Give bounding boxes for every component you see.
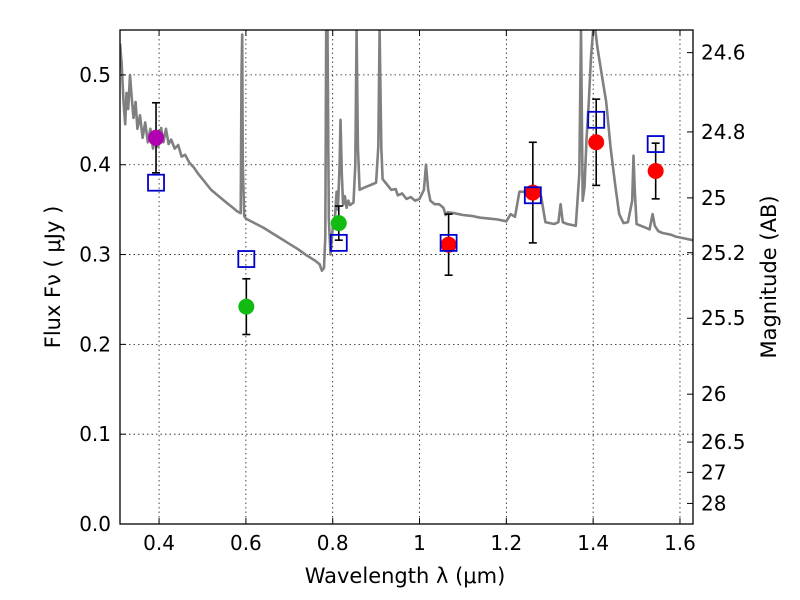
observed-point [440,236,457,253]
x-tick-label: 1.4 [577,531,609,555]
y2-tick-label: 25 [701,186,726,210]
plot-frame [119,29,694,525]
y-tick-label: 0.4 [79,153,111,177]
model-band-square [587,110,606,129]
model-spectrum-layer [120,30,693,272]
y-tick-label: 0.2 [79,332,111,356]
y2-tick-label: 26 [701,382,726,406]
observed-point [588,134,605,151]
y2-tick-label: 26.5 [701,430,746,454]
observed-point [330,215,347,232]
model-spectrum-line [120,30,693,272]
x-tick-label: 1 [413,531,426,555]
x-tick-label: 0.4 [143,531,175,555]
y2-tick-label: 25.2 [701,241,746,265]
observed-point [148,129,165,146]
observed-point [524,184,541,201]
x-tick-label: 0.6 [230,531,262,555]
model-band-square [646,135,665,153]
model-band-square [237,250,256,268]
grid [120,30,693,525]
y2-tick-label: 28 [701,491,726,515]
y2-axis-label: Magnitude (AB) [757,195,781,358]
model-bands-layer [147,110,665,268]
y-tick-label: 0.5 [79,63,111,87]
y-axis-label: Flux Fν ( μJy ) [41,206,65,349]
y2-tick-label: 24.8 [701,120,746,144]
observed-points-layer [148,129,664,315]
errorbar-layer [152,98,660,336]
y-tick-label: 0.3 [79,243,111,267]
x-tick-label: 1.2 [490,531,522,555]
x-tick-label: 0.8 [317,531,349,555]
observed-point [238,298,255,315]
y-tick-label: 0.1 [79,422,111,446]
model-band-square [439,233,458,252]
axes: 0.4 0.6 0.8 1 1.2 1.4 1.6 0.0 0.1 0.2 0.3 0.4 0.5 24.… [79,30,746,555]
x-tick-label: 1.6 [664,531,696,555]
model-band-square [523,186,542,205]
y-tick-label: 0.0 [79,512,111,536]
observed-point [647,163,664,180]
x-axis-label: Wavelength λ (μm) [305,564,506,588]
y2-tick-label: 25.5 [701,306,746,330]
y2-tick-label: 24.6 [701,41,746,65]
y2-tick-label: 27 [701,460,726,484]
model-band-square [329,233,348,252]
model-band-square [147,173,165,192]
